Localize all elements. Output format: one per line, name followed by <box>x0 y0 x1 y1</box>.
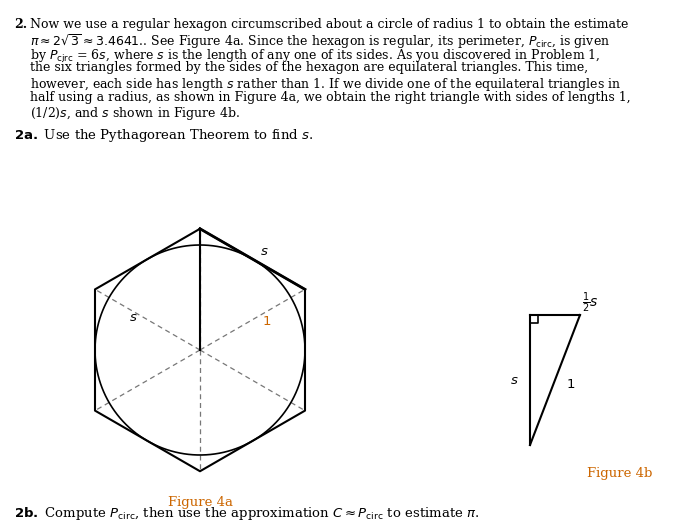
Text: $1$: $1$ <box>566 379 575 391</box>
Text: Figure 4b: Figure 4b <box>587 467 652 480</box>
Text: $\mathbf{2b.}$ Compute $P_{\rm circ}$, then use the approximation $C \approx P_{: $\mathbf{2b.}$ Compute $P_{\rm circ}$, t… <box>14 505 480 522</box>
Text: the six triangles formed by the sides of the hexagon are equilateral triangles. : the six triangles formed by the sides of… <box>30 61 588 74</box>
Text: $\frac{1}{2}s$: $\frac{1}{2}s$ <box>582 291 599 315</box>
Text: $1$: $1$ <box>262 315 271 328</box>
Text: however, each side has length $s$ rather than 1. If we divide one of the equilat: however, each side has length $s$ rather… <box>30 76 621 93</box>
Text: $s$: $s$ <box>260 244 269 258</box>
Text: $s$: $s$ <box>510 373 518 386</box>
Text: Now we use a regular hexagon circumscribed about a circle of radius 1 to obtain : Now we use a regular hexagon circumscrib… <box>30 18 628 31</box>
Text: (1/2)$s$, and $s$ shown in Figure 4b.: (1/2)$s$, and $s$ shown in Figure 4b. <box>30 105 240 122</box>
Text: Figure 4a: Figure 4a <box>167 496 232 509</box>
Text: 2.: 2. <box>14 18 27 31</box>
Text: $\pi \approx 2\sqrt{3} \approx 3.4641$.. See Figure 4a. Since the hexagon is reg: $\pi \approx 2\sqrt{3} \approx 3.4641$..… <box>30 33 610 51</box>
Text: by $P_{\rm circ}$ = 6$s$, where $s$ is the length of any one of its sides. As yo: by $P_{\rm circ}$ = 6$s$, where $s$ is t… <box>30 47 601 64</box>
Text: $s$: $s$ <box>130 311 138 324</box>
Text: half using a radius, as shown in Figure 4a, we obtain the right triangle with si: half using a radius, as shown in Figure … <box>30 90 630 103</box>
Text: $\mathbf{2a.}$ Use the Pythagorean Theorem to find $s$.: $\mathbf{2a.}$ Use the Pythagorean Theor… <box>14 127 313 145</box>
